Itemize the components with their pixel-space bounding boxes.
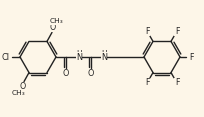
Text: O: O [20, 82, 26, 91]
Text: CH₃: CH₃ [12, 90, 26, 96]
Text: F: F [190, 53, 194, 62]
Text: O: O [63, 69, 69, 79]
Text: H: H [76, 50, 82, 56]
Text: CH₃: CH₃ [50, 18, 64, 24]
Text: N: N [76, 53, 82, 62]
Text: H: H [101, 50, 107, 56]
Text: F: F [175, 27, 179, 36]
Text: F: F [145, 79, 149, 88]
Text: F: F [145, 27, 149, 36]
Text: F: F [175, 79, 179, 88]
Text: N: N [101, 53, 107, 62]
Text: Cl: Cl [2, 53, 10, 62]
Text: O: O [50, 23, 56, 32]
Text: O: O [88, 69, 94, 79]
